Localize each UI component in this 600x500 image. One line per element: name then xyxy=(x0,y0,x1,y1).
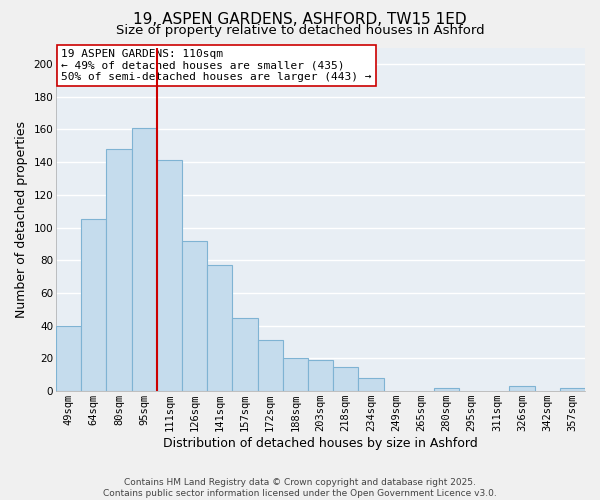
Bar xyxy=(509,386,535,391)
Bar xyxy=(333,366,358,391)
Bar xyxy=(283,358,308,391)
Bar xyxy=(106,149,131,391)
X-axis label: Distribution of detached houses by size in Ashford: Distribution of detached houses by size … xyxy=(163,437,478,450)
Text: Contains HM Land Registry data © Crown copyright and database right 2025.
Contai: Contains HM Land Registry data © Crown c… xyxy=(103,478,497,498)
Y-axis label: Number of detached properties: Number of detached properties xyxy=(15,121,28,318)
Bar xyxy=(434,388,459,391)
Bar xyxy=(131,128,157,391)
Bar xyxy=(560,388,585,391)
Bar xyxy=(56,326,81,391)
Bar xyxy=(81,220,106,391)
Bar xyxy=(358,378,383,391)
Bar xyxy=(308,360,333,391)
Bar xyxy=(207,265,232,391)
Bar xyxy=(157,160,182,391)
Bar xyxy=(182,240,207,391)
Text: 19, ASPEN GARDENS, ASHFORD, TW15 1ED: 19, ASPEN GARDENS, ASHFORD, TW15 1ED xyxy=(133,12,467,28)
Bar xyxy=(257,340,283,391)
Bar xyxy=(232,318,257,391)
Text: Size of property relative to detached houses in Ashford: Size of property relative to detached ho… xyxy=(116,24,484,37)
Text: 19 ASPEN GARDENS: 110sqm
← 49% of detached houses are smaller (435)
50% of semi-: 19 ASPEN GARDENS: 110sqm ← 49% of detach… xyxy=(61,49,372,82)
